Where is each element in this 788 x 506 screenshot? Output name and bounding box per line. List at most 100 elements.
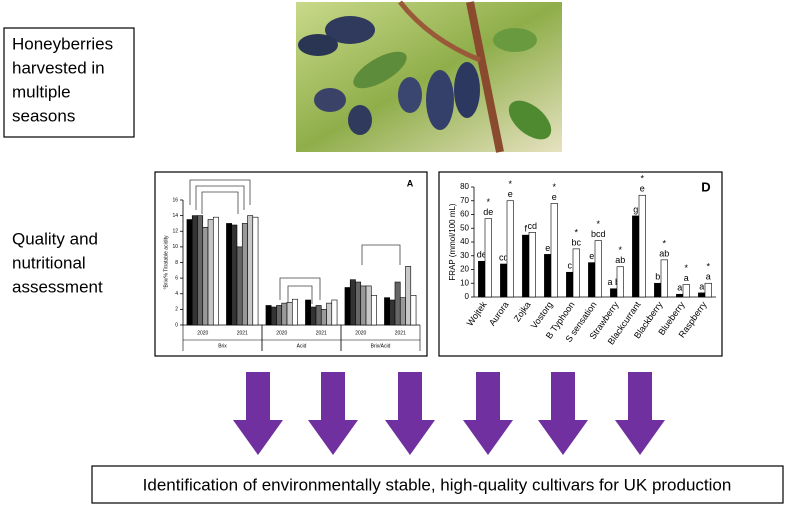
box xyxy=(3,27,135,138)
significance-marker: * xyxy=(575,227,579,237)
bar xyxy=(394,281,401,326)
y-tick-label: 60 xyxy=(460,210,469,219)
bar xyxy=(207,219,214,326)
x-tick-label: 2020 xyxy=(276,330,287,336)
significance-brackets xyxy=(189,179,401,304)
y-axis-label: °Brix/% Titratable acidity xyxy=(163,235,169,289)
group-label: Acid xyxy=(297,343,307,349)
significance-letter: e xyxy=(589,251,594,261)
panel-title: A xyxy=(407,178,414,188)
significance-letter: ab xyxy=(615,255,625,265)
bar xyxy=(616,266,624,298)
significance-letter: b xyxy=(655,272,660,282)
x-tick-label: 2020 xyxy=(355,330,366,336)
box-text: nutritional xyxy=(12,253,86,272)
bar xyxy=(676,293,684,298)
bar xyxy=(355,281,362,326)
bar xyxy=(478,260,486,298)
y-tick-label: 10 xyxy=(172,244,178,250)
significance-letter: e xyxy=(545,243,550,253)
photo xyxy=(296,0,562,153)
significance-letter: de xyxy=(483,207,493,217)
bar xyxy=(528,232,536,298)
significance-letter: e xyxy=(508,189,513,199)
bar xyxy=(247,215,254,326)
bar xyxy=(566,271,574,298)
bar xyxy=(660,259,668,298)
bar xyxy=(588,262,596,298)
bar xyxy=(191,215,198,326)
significance-letter: f xyxy=(524,224,527,234)
bar xyxy=(550,203,558,298)
y-tick-label: 12 xyxy=(172,229,178,235)
y-tick-label: 20 xyxy=(460,265,469,274)
significance-letter: e xyxy=(552,192,557,202)
bar xyxy=(399,297,406,326)
bar xyxy=(241,223,248,326)
bar xyxy=(522,234,530,298)
bar xyxy=(594,240,602,298)
significance-marker: * xyxy=(553,182,557,192)
y-tick-label: 30 xyxy=(460,251,469,260)
bar xyxy=(326,302,333,326)
bar xyxy=(610,288,618,298)
significance-marker: * xyxy=(619,245,623,255)
significance-letter: a xyxy=(706,272,711,282)
significance-marker: * xyxy=(685,263,689,273)
y-axis-label: FRAP (mmol/100 mL) xyxy=(448,203,457,281)
bar xyxy=(270,306,277,326)
significance-marker: * xyxy=(597,219,601,229)
y-tick-label: 10 xyxy=(460,278,469,287)
significance-letter: bc xyxy=(572,237,582,247)
bar xyxy=(197,215,204,326)
significance-marker: * xyxy=(509,179,513,189)
group-label: Brix xyxy=(218,343,227,349)
bar xyxy=(265,305,272,326)
bar xyxy=(370,295,377,326)
bar xyxy=(360,285,367,326)
bar xyxy=(682,284,690,298)
bar xyxy=(231,224,238,326)
bar xyxy=(384,297,391,326)
bar xyxy=(186,219,193,326)
significance-marker: * xyxy=(707,262,711,272)
bar xyxy=(252,216,259,326)
bar xyxy=(291,298,298,326)
significance-marker: * xyxy=(487,197,491,207)
y-tick-label: 0 xyxy=(465,292,470,301)
y-tick-label: 8 xyxy=(175,260,178,266)
bar xyxy=(365,285,372,326)
bar xyxy=(484,218,492,298)
bar xyxy=(310,306,317,326)
y-tick-label: 4 xyxy=(175,291,178,297)
conclusion: Identification of environmentally stable… xyxy=(143,475,732,494)
bar xyxy=(286,302,293,326)
bar xyxy=(698,292,706,298)
bar xyxy=(389,299,396,326)
bar xyxy=(276,305,283,326)
significance-letter: e xyxy=(640,184,645,194)
box xyxy=(91,465,784,504)
bar xyxy=(704,282,712,298)
significance-marker: * xyxy=(641,174,645,184)
bar xyxy=(405,266,412,326)
bar xyxy=(236,246,243,326)
significance-letter: a xyxy=(677,283,682,293)
y-tick-label: 80 xyxy=(460,182,469,191)
bar xyxy=(344,287,351,326)
bar xyxy=(654,282,662,298)
box-text: assessment xyxy=(12,277,103,296)
bar xyxy=(506,200,514,298)
box-text: seasons xyxy=(12,106,75,125)
bar xyxy=(320,309,327,326)
significance-letter: c xyxy=(567,261,572,271)
bar xyxy=(305,299,312,326)
box-text: Quality and xyxy=(12,229,98,248)
bar xyxy=(349,279,356,326)
significance-letter: g xyxy=(633,204,638,214)
arrows xyxy=(233,372,665,455)
bar xyxy=(212,216,219,326)
x-tick-label: 2020 xyxy=(197,330,208,336)
bar xyxy=(226,223,233,326)
